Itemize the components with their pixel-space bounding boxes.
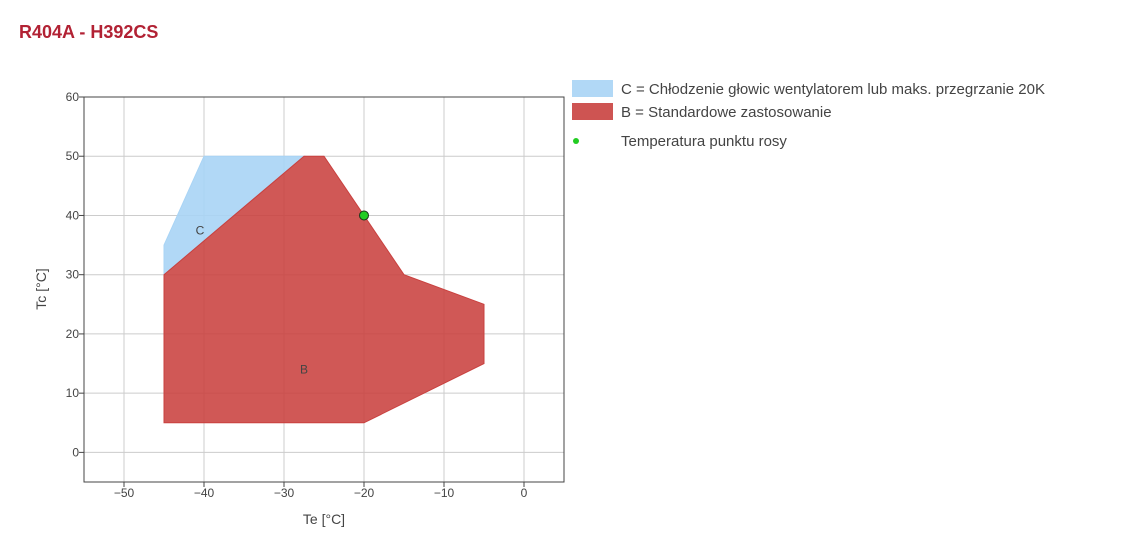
x-axis: −50 −40 −30 −20 −10 0: [114, 482, 528, 500]
x-tick-label: −20: [354, 486, 375, 500]
region-label-c: C: [196, 223, 205, 237]
legend-swatch-c: [572, 80, 613, 97]
y-tick-label: 50: [66, 149, 80, 163]
y-axis-title: Tc [°C]: [33, 268, 49, 309]
x-tick-label: −50: [114, 486, 135, 500]
x-tick-label: −40: [194, 486, 215, 500]
x-tick-label: −10: [434, 486, 455, 500]
y-tick-label: 30: [66, 268, 80, 282]
legend: C = Chłodzenie głowic wentylatorem lub m…: [572, 80, 1045, 150]
y-tick-label: 60: [66, 90, 80, 104]
region-label-b: B: [300, 362, 308, 376]
regions: CB: [163, 155, 485, 424]
legend-label: C = Chłodzenie głowic wentylatorem lub m…: [621, 81, 1045, 98]
y-axis: 0 10 20 30 40 50 60: [66, 90, 84, 459]
plot-frame: [83, 96, 565, 483]
legend-label: B = Standardowe zastosowanie: [621, 104, 832, 121]
region-b: [163, 155, 485, 424]
legend-label: Temperatura punktu rosy: [621, 133, 787, 150]
legend-marker-dew-point: [573, 138, 579, 144]
dew-point-markers: [359, 210, 369, 221]
x-tick-label: −30: [274, 486, 295, 500]
y-tick-label: 10: [66, 386, 80, 400]
x-axis-title: Te [°C]: [303, 511, 345, 527]
y-tick-label: 40: [66, 208, 80, 222]
page-title: R404A - H392CS: [19, 22, 159, 42]
dew-point-marker: [359, 210, 369, 221]
x-tick-label: 0: [521, 486, 528, 500]
legend-swatch-b: [572, 103, 613, 120]
y-tick-label: 0: [72, 445, 79, 459]
y-tick-label: 20: [66, 327, 80, 341]
